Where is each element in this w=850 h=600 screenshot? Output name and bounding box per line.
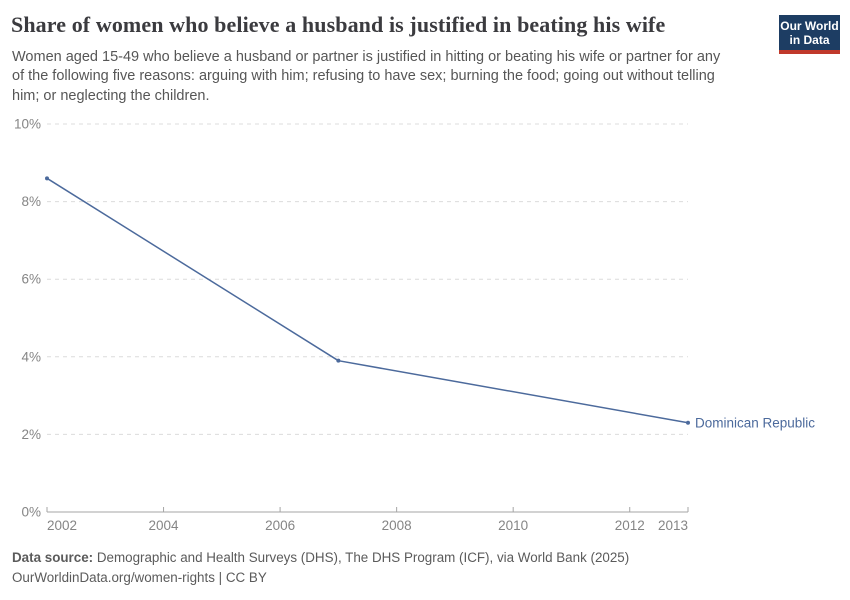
x-axis-tick-label: 2008 [382,518,412,533]
data-source-label: Data source: [12,550,94,565]
owid-logo-text-line1: Our World [780,19,839,33]
attribution-line: OurWorldinData.org/women-rights | CC BY [12,570,267,585]
x-axis-tick-label: 2010 [498,518,528,533]
y-axis-tick-label: 6% [21,272,41,287]
chart-footer: Data source: Demographic and Health Surv… [12,548,629,588]
x-axis-tick-label: 2013 [658,518,688,533]
x-axis-tick-label: 2002 [47,518,77,533]
y-axis-tick-label: 4% [21,349,41,364]
data-source-line: Data source: Demographic and Health Surv… [12,548,629,568]
chart-title: Share of women who believe a husband is … [11,12,666,37]
subtitle-line: of the following five reasons: arguing w… [12,68,715,85]
data-point[interactable] [686,420,690,425]
series-line[interactable] [46,177,689,424]
chart-canvas[interactable]: 0% 2% 4% 6% 8% 10% 2002 2004 2006 2008 2010 2012 201… [0,115,850,535]
series-label[interactable]: Dominican Republic [695,415,815,430]
owid-logo[interactable]: Our World in Data [779,15,840,54]
y-axis-tick-label: 10% [14,117,41,132]
y-axis-tick-label: 0% [21,505,41,520]
subtitle-line: Women aged 15-49 who believe a husband o… [12,49,721,65]
x-axis-tick-label: 2006 [265,518,295,533]
subtitle-line: him; or neglecting the children. [12,87,210,104]
data-source-text: Demographic and Health Surveys (DHS), Th… [93,550,630,565]
owid-logo-text-line2: in Data [789,33,830,47]
data-point[interactable] [45,176,49,181]
x-axis-tick-label: 2004 [149,518,180,533]
y-axis-tick-label: 8% [21,194,41,209]
x-axis-tick-label: 2012 [615,518,645,533]
chart-subtitle: Women aged 15-49 who believe a husband o… [12,48,782,106]
data-point[interactable] [336,358,341,363]
y-axis-tick-label: 2% [21,427,41,442]
